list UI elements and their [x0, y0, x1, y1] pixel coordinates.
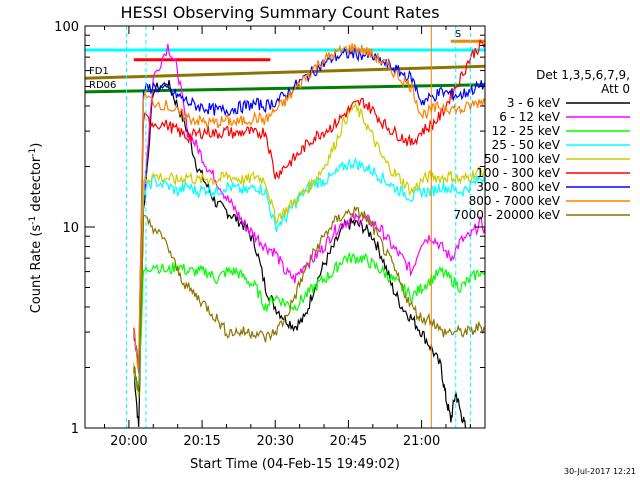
series-line	[133, 252, 485, 391]
flag-bar-label: FD1	[89, 66, 109, 77]
legend-entry-label: 100 - 300 keV	[476, 166, 560, 180]
flag-bar	[85, 64, 485, 80]
legend-header-detectors: Det 1,3,5,6,7,9,	[536, 68, 630, 82]
flag-bars-layer: S FD1 RD06	[85, 29, 485, 94]
chart-title: HESSI Observing Summary Count Rates	[120, 3, 439, 22]
flag-bar-label: S	[455, 29, 461, 40]
x-tick-label: 20:45	[330, 434, 367, 449]
flag-bar-label: RD06	[89, 80, 116, 91]
x-tick-label: 20:15	[183, 434, 220, 449]
x-tick-label: 20:00	[110, 434, 147, 449]
date-stamp: 30-Jul-2017 12:21	[564, 467, 636, 476]
legend-header-attenuator: Att 0	[601, 82, 630, 96]
y-axis-label-end: )	[29, 143, 44, 148]
x-tick-label: 20:30	[257, 434, 294, 449]
legend-entry-label: 50 - 100 keV	[484, 152, 561, 166]
series-line	[133, 101, 485, 398]
y-tick-label: 1	[71, 422, 79, 437]
legend-entry-label: 7000 - 20000 keV	[453, 208, 560, 222]
vertical-markers-layer	[125, 26, 471, 428]
legend-entry-label: 800 - 7000 keV	[469, 194, 561, 208]
legend-entry-label: 300 - 800 keV	[476, 180, 560, 194]
y-axis-label-sup2: -1	[28, 148, 38, 157]
legend-entry-label: 3 - 6 keV	[507, 96, 561, 110]
axes-layer: 20:00 20:15 20:30 20:45 21:00 1 10 100	[54, 20, 485, 449]
y-axis-label: Count Rate (s-1 detector-1)	[28, 143, 44, 314]
series-line	[133, 156, 485, 396]
y-axis-label-mid: detector	[29, 156, 44, 216]
legend-entry-label: 25 - 50 keV	[492, 138, 561, 152]
y-tick-label: 10	[62, 221, 79, 236]
series-layer	[133, 39, 485, 428]
series-line	[133, 206, 485, 392]
legend-entry-label: 12 - 25 keV	[492, 124, 561, 138]
y-tick-label: 100	[54, 20, 79, 35]
series-line	[133, 47, 485, 368]
series-line	[133, 43, 485, 373]
x-axis-label: Start Time (04-Feb-15 19:49:02)	[190, 457, 400, 472]
x-tick-label: 21:00	[403, 434, 440, 449]
y-axis-label-sup1: -1	[28, 216, 38, 225]
series-line	[133, 39, 485, 364]
legend-entry-label: 6 - 12 keV	[499, 110, 561, 124]
y-axis-label-main: Count Rate (s	[29, 225, 44, 314]
series-line	[133, 43, 485, 368]
